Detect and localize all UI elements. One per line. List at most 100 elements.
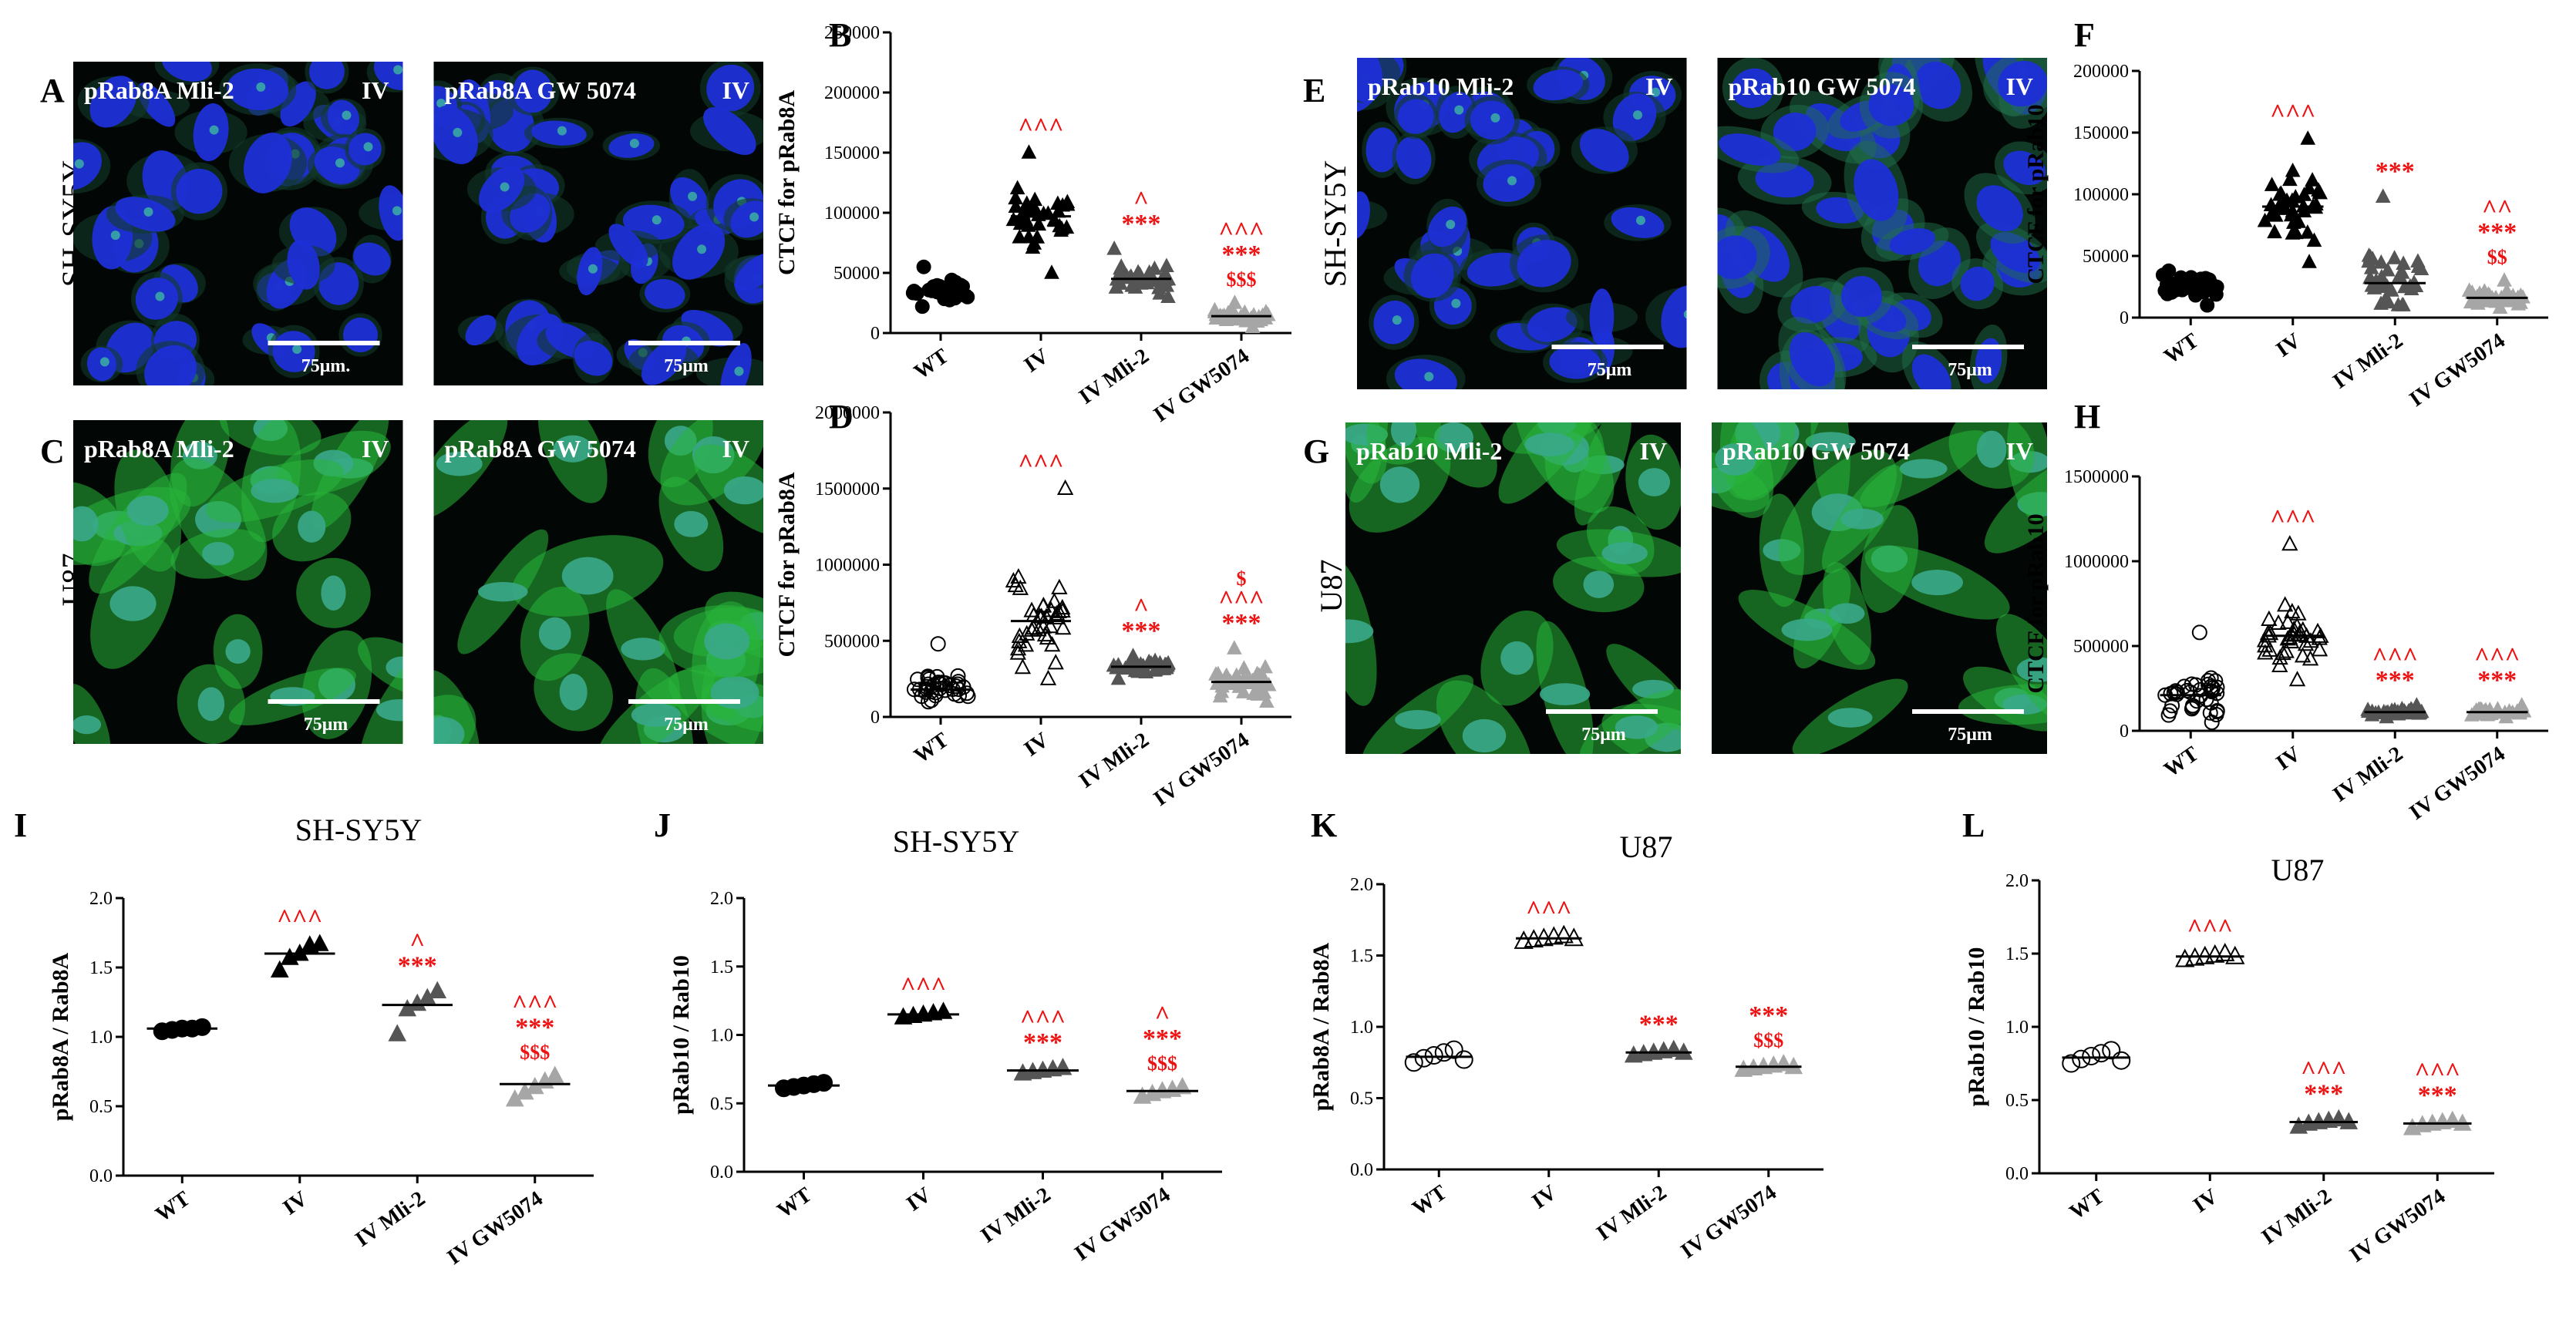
significance-annotation: *** bbox=[2477, 666, 2517, 695]
significance-annotation: ^^^ bbox=[1018, 113, 1063, 142]
data-point bbox=[1012, 215, 1029, 230]
data-point bbox=[2267, 224, 2282, 239]
data-point bbox=[2379, 261, 2396, 277]
data-point bbox=[2461, 282, 2477, 297]
data-point bbox=[428, 981, 447, 999]
cell-nucleus bbox=[1841, 275, 1883, 318]
significance-annotation: *** bbox=[515, 1013, 554, 1041]
chart-D: D 0 500000 1000000 1500000 2000000 CTCF for pR… bbox=[774, 398, 1291, 811]
data-point bbox=[2305, 172, 2320, 187]
micrograph-tag: IV bbox=[1645, 72, 1673, 100]
y-tick-label: 0.0 bbox=[710, 1163, 733, 1183]
cell-nucleus bbox=[1717, 235, 1757, 280]
chart-I: I SH-SY5Y 0.0 0.5 1.0 1.5 2.0 pRab8A / Rab8A WT I… bbox=[14, 806, 594, 1270]
scale-bar-label: 75μm bbox=[1588, 360, 1632, 380]
data-point bbox=[1033, 607, 1050, 624]
cell-speckle bbox=[1490, 113, 1500, 123]
data-point bbox=[2410, 258, 2426, 274]
cell-speckle bbox=[143, 207, 153, 217]
data-point bbox=[1059, 219, 1075, 234]
data-point bbox=[1249, 665, 1265, 681]
cell-line-label: U87 bbox=[1314, 560, 1349, 613]
data-point bbox=[2386, 250, 2403, 264]
significance-annotation: ^ bbox=[1155, 1001, 1170, 1030]
data-point bbox=[2373, 254, 2389, 269]
significance-annotation: *** bbox=[2418, 1082, 2457, 1110]
series-points bbox=[1208, 640, 1277, 708]
cell-speckle bbox=[363, 142, 373, 152]
cell-speckle bbox=[1424, 372, 1434, 382]
data-point bbox=[920, 670, 936, 686]
cell-nucleus bbox=[321, 575, 346, 611]
micrograph-cells bbox=[73, 62, 403, 385]
x-tick-label: IV bbox=[1020, 344, 1053, 377]
data-point bbox=[2272, 186, 2288, 201]
cell-nucleus bbox=[298, 510, 326, 543]
series-points bbox=[2256, 535, 2329, 687]
data-point bbox=[2312, 184, 2328, 199]
y-tick-label: 1500000 bbox=[815, 479, 880, 500]
micrograph-label: pRab8A GW 5074 bbox=[445, 76, 636, 104]
x-tick-label: IV GW5074 bbox=[2406, 328, 2510, 412]
series-points bbox=[388, 981, 447, 1041]
chart-title: SH-SY5Y bbox=[295, 813, 422, 847]
significance-annotation: ^^^ bbox=[1218, 586, 1264, 614]
cell-nucleus bbox=[477, 581, 528, 602]
cell-nucleus bbox=[1914, 61, 1961, 109]
cell-nucleus bbox=[1719, 133, 1781, 166]
scale-bar-label: 75μm bbox=[1948, 360, 1992, 380]
data-point bbox=[1208, 666, 1224, 681]
y-tick-label: 0.5 bbox=[89, 1097, 113, 1117]
micrograph-cells bbox=[1712, 422, 2047, 754]
data-point bbox=[2175, 948, 2195, 967]
data-point bbox=[2209, 704, 2225, 720]
y-tick-label: 1.5 bbox=[89, 958, 113, 978]
y-tick-label: 2.0 bbox=[1350, 875, 1373, 895]
data-point bbox=[2361, 247, 2377, 262]
cell-speckle bbox=[99, 357, 109, 367]
y-tick-label: 1.0 bbox=[710, 1026, 733, 1046]
cell-nucleus bbox=[197, 687, 225, 722]
data-point bbox=[930, 636, 946, 652]
data-point bbox=[1260, 306, 1276, 321]
cell-nucleus bbox=[386, 656, 403, 678]
y-axis-label: CTCF for pRab10 bbox=[2023, 104, 2049, 284]
cell-nucleus bbox=[202, 541, 234, 566]
scale-bar-label: 75μm bbox=[304, 715, 349, 735]
data-point bbox=[2302, 180, 2317, 195]
data-point bbox=[2256, 631, 2274, 648]
data-point bbox=[2300, 224, 2315, 239]
significance-annotation: $$$ bbox=[1227, 268, 1257, 291]
series-points bbox=[270, 934, 329, 978]
cell-nucleus bbox=[73, 506, 99, 542]
cell-speckle bbox=[335, 158, 345, 168]
cell-speckle bbox=[393, 65, 403, 75]
cell-nucleus bbox=[1533, 69, 1584, 101]
cell-nucleus bbox=[1379, 466, 1420, 503]
micrograph-label: pRab10 Mli-2 bbox=[1356, 437, 1502, 465]
series-points bbox=[2062, 1041, 2131, 1073]
data-point bbox=[1554, 924, 1574, 944]
micrograph-tag: IV bbox=[1639, 437, 1667, 465]
x-tick-label: IV Mli-2 bbox=[1592, 1180, 1671, 1245]
y-tick-label: 0.5 bbox=[2005, 1091, 2029, 1111]
cell-nucleus bbox=[1975, 338, 2002, 384]
cell-speckle bbox=[1507, 176, 1517, 186]
y-axis-label: CTCF for pRab8A bbox=[774, 90, 800, 275]
y-tick-label: 1.5 bbox=[2005, 944, 2029, 964]
significance-annotation: ^^^ bbox=[2187, 914, 2233, 943]
data-point bbox=[1005, 572, 1022, 588]
significance-annotation: *** bbox=[1222, 241, 1261, 269]
significance-annotation: ^^^ bbox=[1020, 1005, 1066, 1034]
data-point bbox=[2497, 272, 2512, 287]
data-point bbox=[1404, 1053, 1423, 1072]
micrograph-image: pRab10 Mli-2 IV 75μm bbox=[1345, 422, 1681, 754]
data-point bbox=[2306, 232, 2322, 247]
significance-annotation: ^^^ bbox=[2301, 1057, 2346, 1085]
y-tick-label: 100000 bbox=[2073, 185, 2129, 205]
data-point bbox=[1055, 197, 1070, 212]
cell-nucleus bbox=[574, 341, 613, 376]
significance-annotation: ^^^ bbox=[2415, 1058, 2460, 1087]
significance-annotation: ^ bbox=[1133, 187, 1149, 215]
cell-nucleus bbox=[1583, 570, 1615, 598]
